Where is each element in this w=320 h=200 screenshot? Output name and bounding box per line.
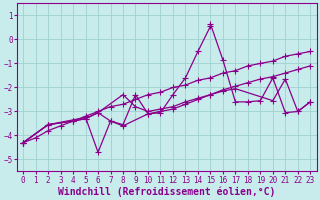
X-axis label: Windchill (Refroidissement éolien,°C): Windchill (Refroidissement éolien,°C): [58, 186, 276, 197]
